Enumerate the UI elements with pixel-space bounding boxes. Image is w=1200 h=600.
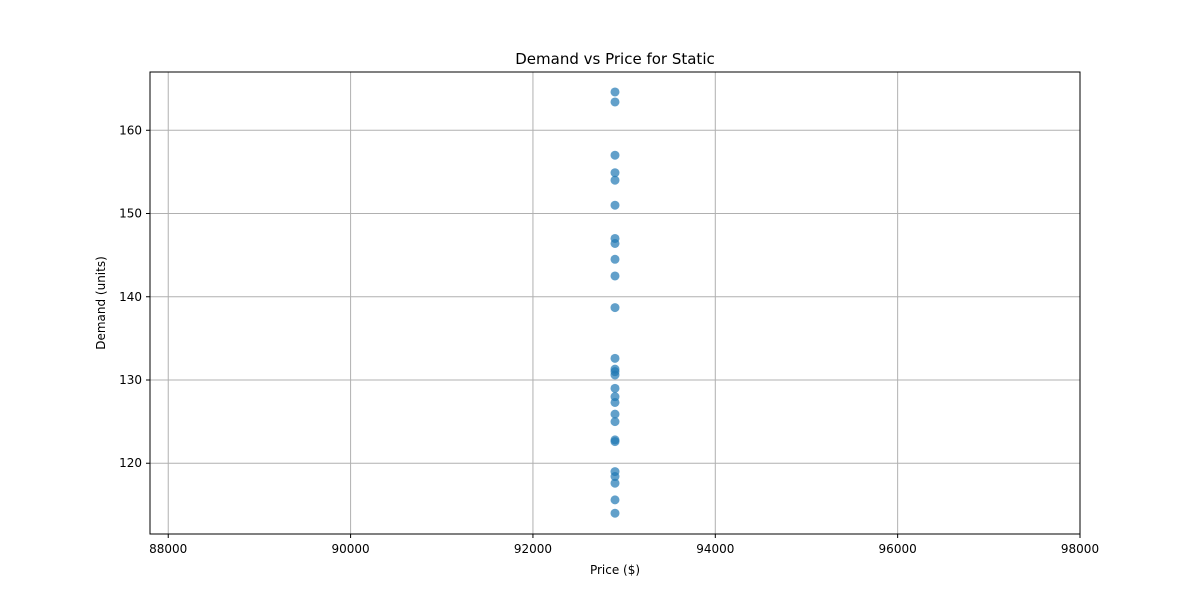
- data-point: [610, 397, 620, 407]
- x-tick-label: 96000: [879, 542, 917, 556]
- x-tick-label: 94000: [696, 542, 734, 556]
- data-point: [610, 495, 620, 505]
- data-point: [610, 87, 620, 97]
- grid-lines: [150, 72, 1081, 534]
- y-tick-label: 160: [119, 123, 142, 137]
- data-point: [610, 150, 620, 160]
- data-point: [610, 437, 620, 447]
- data-point: [610, 478, 620, 488]
- plot-frame: [149, 71, 1081, 535]
- data-point: [610, 238, 620, 248]
- data-point: [610, 175, 620, 185]
- x-axis-ticks: 88000 90000 92000 94000 96000 98000: [149, 534, 1099, 556]
- data-points: [610, 87, 620, 518]
- data-point: [610, 409, 620, 419]
- data-point: [610, 200, 620, 210]
- x-tick-label: 98000: [1061, 542, 1099, 556]
- data-point: [610, 303, 620, 313]
- data-point: [610, 168, 620, 178]
- data-point: [610, 353, 620, 363]
- y-tick-label: 130: [119, 373, 142, 387]
- x-tick-label: 88000: [149, 542, 187, 556]
- x-tick-label: 90000: [331, 542, 369, 556]
- data-point: [610, 370, 620, 380]
- x-axis-title: Price ($): [590, 563, 640, 577]
- data-point: [610, 254, 620, 264]
- x-tick-label: 92000: [514, 542, 552, 556]
- data-point: [610, 417, 620, 427]
- data-point: [610, 97, 620, 107]
- y-tick-label: 140: [119, 290, 142, 304]
- y-axis-title: Demand (units): [94, 256, 108, 350]
- data-point: [610, 271, 620, 281]
- chart-title: Demand vs Price for Static: [515, 50, 714, 68]
- data-point: [610, 472, 620, 482]
- y-axis-ticks: 120 130 140 150 160: [119, 123, 150, 470]
- y-tick-label: 150: [119, 207, 142, 221]
- y-tick-label: 120: [119, 456, 142, 470]
- data-point: [610, 508, 620, 518]
- data-point: [610, 383, 620, 393]
